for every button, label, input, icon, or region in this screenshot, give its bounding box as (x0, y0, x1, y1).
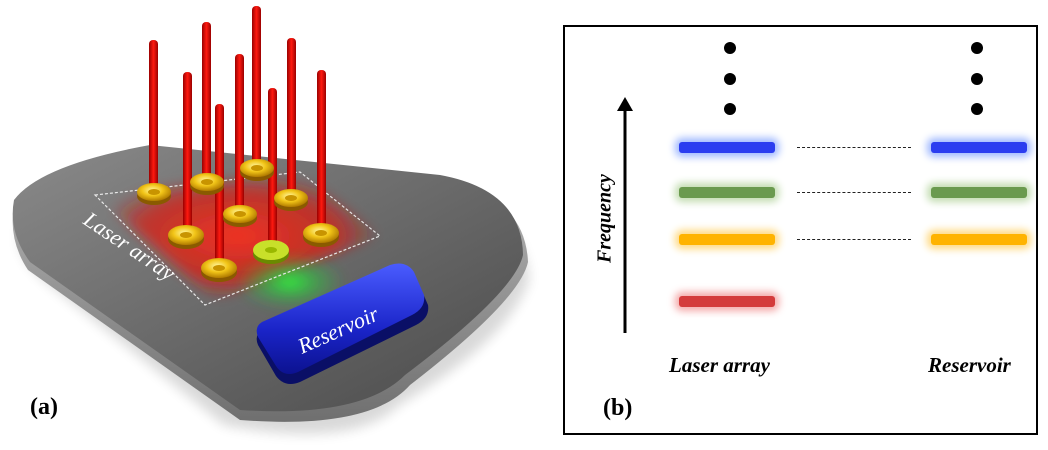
laser-array-level (679, 234, 775, 245)
green-glow (235, 254, 345, 310)
coupling-line (797, 239, 911, 240)
ellipsis-dot (971, 42, 983, 54)
laser-array-level (679, 296, 775, 307)
ellipsis-dot (724, 73, 736, 85)
laser-array-illustration: Laser array Reservoir (12, 6, 529, 434)
ellipsis-dot (971, 103, 983, 115)
coupling-line (797, 147, 911, 148)
panel-a: Laser array Reservoir (a) (12, 6, 529, 434)
laser-emitters (137, 159, 339, 282)
laser-array-level (679, 142, 775, 153)
panel-b-label: (b) (603, 395, 633, 421)
ellipsis-dot (724, 42, 736, 54)
frequency-axis-label: Frequency (593, 174, 616, 263)
reservoir-box: Reservoir (256, 263, 429, 384)
reservoir-column-label: Reservoir (928, 353, 1011, 377)
coupling-line (797, 192, 911, 193)
reservoir-level (931, 234, 1027, 245)
panel-b: Frequency Laser array Reservoir (b) (563, 25, 1038, 435)
ellipsis-dot (724, 103, 736, 115)
ellipsis-dot (971, 73, 983, 85)
panel-a-label: (a) (30, 394, 58, 420)
laser-array-boundary (93, 171, 382, 306)
reservoir-level (931, 187, 1027, 198)
laser-array-level (679, 187, 775, 198)
frequency-arrow (617, 97, 633, 333)
reservoir-level (931, 142, 1027, 153)
red-glow-region (95, 172, 380, 300)
laser-array-column-label: Laser array (669, 353, 770, 377)
